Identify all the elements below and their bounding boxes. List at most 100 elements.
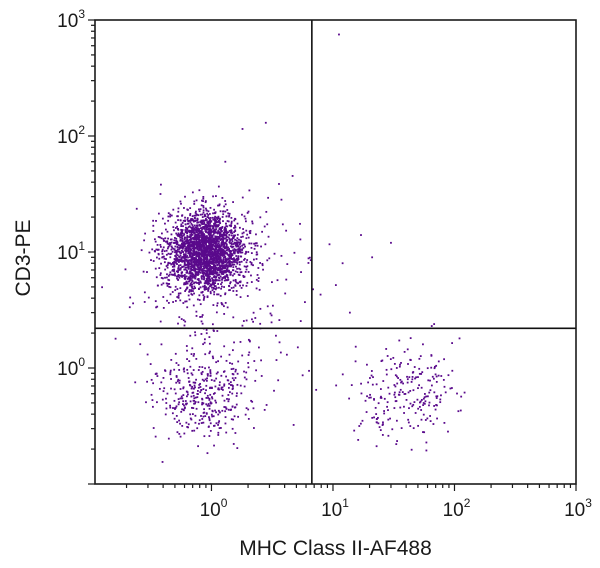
event-dot bbox=[393, 384, 396, 386]
event-dot bbox=[172, 407, 174, 409]
event-dot bbox=[175, 270, 178, 273]
event-dot bbox=[193, 244, 195, 247]
event-dot bbox=[451, 387, 453, 389]
event-dot bbox=[176, 263, 178, 265]
event-dot bbox=[223, 229, 226, 231]
event-dot bbox=[210, 272, 213, 275]
event-dot bbox=[400, 362, 402, 364]
event-dot bbox=[222, 260, 225, 263]
event-dot bbox=[235, 294, 238, 296]
event-dot bbox=[211, 216, 214, 219]
event-dot bbox=[166, 240, 169, 243]
event-dot bbox=[292, 424, 295, 426]
event-dot bbox=[231, 254, 234, 256]
event-dot bbox=[308, 369, 310, 372]
event-dot bbox=[422, 397, 425, 400]
event-dot bbox=[255, 233, 257, 236]
event-dot bbox=[208, 262, 211, 265]
event-dot bbox=[159, 245, 162, 248]
event-dot bbox=[175, 405, 178, 408]
event-dot bbox=[400, 381, 402, 384]
event-dot bbox=[188, 231, 191, 234]
event-dot bbox=[178, 379, 181, 382]
event-dot bbox=[230, 216, 233, 219]
event-dot bbox=[200, 389, 203, 391]
event-dot bbox=[222, 220, 224, 223]
event-dot bbox=[185, 246, 188, 249]
event-dot bbox=[175, 253, 178, 256]
event-dot bbox=[209, 429, 212, 432]
event-dot bbox=[231, 258, 233, 260]
event-dot bbox=[199, 239, 201, 242]
event-dot bbox=[227, 386, 230, 389]
event-dot bbox=[367, 381, 370, 384]
event-dot bbox=[242, 228, 244, 230]
event-dot bbox=[360, 234, 362, 236]
event-dot bbox=[154, 435, 157, 438]
event-dot bbox=[205, 275, 208, 277]
event-dot bbox=[253, 360, 256, 362]
y-tick-label: 102 bbox=[57, 123, 85, 148]
event-dot bbox=[213, 392, 216, 394]
event-dot bbox=[156, 401, 158, 404]
event-dot bbox=[154, 250, 156, 253]
event-dot bbox=[159, 272, 162, 275]
event-dot bbox=[124, 268, 127, 271]
event-dot bbox=[185, 288, 187, 291]
event-dot bbox=[196, 242, 199, 245]
event-dot bbox=[217, 434, 220, 436]
event-dot bbox=[162, 377, 165, 379]
event-dot bbox=[184, 247, 187, 250]
event-dot bbox=[381, 359, 384, 362]
event-dot bbox=[178, 235, 181, 238]
event-dot bbox=[212, 279, 215, 282]
event-dot bbox=[299, 320, 302, 322]
event-dot bbox=[179, 268, 182, 271]
event-dot bbox=[228, 214, 231, 217]
event-dot bbox=[202, 197, 205, 200]
event-dot bbox=[231, 243, 233, 246]
event-dot bbox=[180, 252, 182, 254]
event-dot bbox=[162, 296, 165, 298]
event-dot bbox=[185, 226, 187, 229]
event-dot bbox=[215, 244, 218, 247]
event-dot bbox=[197, 234, 200, 237]
event-dot bbox=[212, 225, 215, 228]
event-dot bbox=[382, 380, 385, 382]
event-dot bbox=[151, 248, 154, 251]
event-dot bbox=[232, 286, 235, 289]
event-dot bbox=[160, 381, 163, 384]
event-dot bbox=[270, 321, 273, 324]
event-dot bbox=[371, 256, 374, 259]
event-dot bbox=[187, 377, 190, 379]
event-dot bbox=[253, 427, 255, 429]
event-dot bbox=[188, 247, 191, 250]
event-dot bbox=[193, 200, 196, 203]
event-dot bbox=[172, 208, 175, 211]
event-dot bbox=[179, 264, 182, 267]
event-dot bbox=[227, 231, 230, 234]
event-dot bbox=[173, 273, 176, 276]
event-dot bbox=[204, 272, 207, 275]
event-dot bbox=[197, 233, 200, 236]
event-dot bbox=[202, 234, 204, 237]
event-dot bbox=[219, 210, 222, 213]
event-dot bbox=[430, 325, 433, 327]
event-dot bbox=[216, 274, 219, 277]
event-dot bbox=[222, 237, 225, 240]
event-dot bbox=[220, 287, 223, 290]
event-dot bbox=[181, 242, 183, 245]
event-dot bbox=[189, 282, 192, 285]
event-dot bbox=[194, 243, 196, 246]
event-dot bbox=[190, 290, 192, 293]
event-dot bbox=[212, 248, 215, 251]
event-dot bbox=[250, 246, 253, 249]
event-dot bbox=[173, 388, 176, 391]
event-dot bbox=[206, 235, 208, 237]
event-dot bbox=[175, 232, 178, 235]
event-dot bbox=[354, 345, 357, 348]
event-dot bbox=[187, 280, 190, 283]
event-dot bbox=[203, 248, 206, 251]
event-dot bbox=[203, 379, 205, 382]
event-dot bbox=[203, 285, 206, 288]
